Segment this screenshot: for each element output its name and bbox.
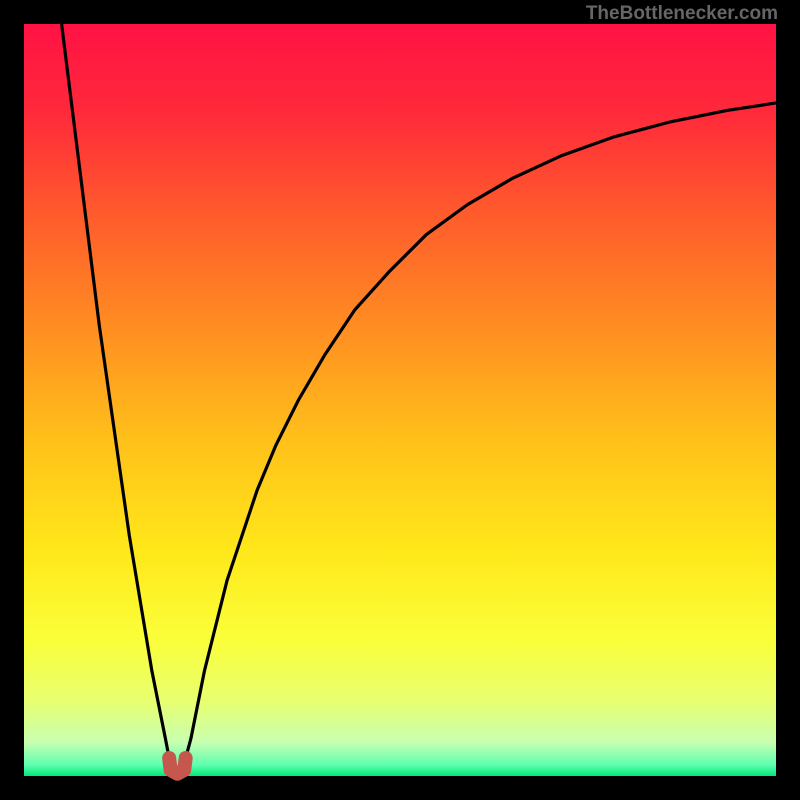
chart-container: TheBottlenecker.com [0,0,800,800]
curves-layer [0,0,800,800]
curve-left [62,24,170,758]
minimum-marker [169,758,186,774]
watermark-text: TheBottlenecker.com [586,3,778,25]
curve-right [186,103,776,758]
